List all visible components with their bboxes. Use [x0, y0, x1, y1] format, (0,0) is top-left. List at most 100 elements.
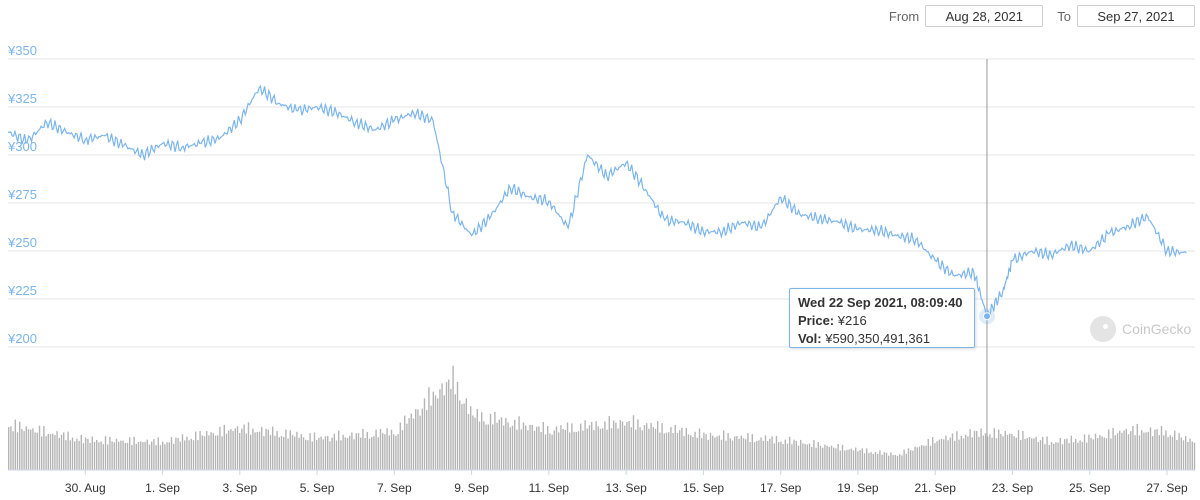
- volume-bar: [542, 421, 544, 470]
- volume-bar: [120, 440, 122, 470]
- volume-bar: [725, 440, 727, 470]
- volume-bar: [1075, 438, 1077, 470]
- volume-bar: [1149, 427, 1152, 470]
- volume-bar: [967, 436, 969, 470]
- volume-bar: [929, 445, 932, 470]
- volume-bar: [789, 436, 791, 470]
- to-date-input[interactable]: [1077, 5, 1195, 27]
- volume-bar: [522, 422, 525, 470]
- volume-bar: [89, 442, 91, 470]
- volume-bar: [857, 451, 859, 470]
- volume-bar: [1037, 441, 1039, 470]
- volume-bar: [439, 389, 441, 470]
- volume-bar: [131, 445, 133, 470]
- volume-bar: [745, 439, 747, 470]
- volume-bar: [637, 419, 639, 470]
- volume-bar: [727, 433, 729, 470]
- volume-bar: [767, 441, 769, 470]
- volume-bar: [1035, 436, 1037, 470]
- volume-bar: [861, 448, 863, 470]
- volume-bar: [905, 453, 907, 470]
- volume-bar: [591, 422, 593, 470]
- volume-bar: [60, 434, 63, 470]
- volume-bar: [274, 435, 276, 470]
- volume-bar: [885, 452, 888, 470]
- volume-bar: [723, 430, 725, 470]
- volume-bar: [1180, 437, 1182, 470]
- x-tick-label: 3. Sep: [222, 481, 257, 495]
- volume-bar: [991, 437, 993, 470]
- x-tick-label: 11. Sep: [529, 481, 570, 495]
- volume-bar: [87, 438, 89, 470]
- volume-bar: [1026, 438, 1028, 470]
- volume-bar: [1127, 434, 1130, 470]
- volume-bar: [307, 440, 309, 470]
- volume-bar: [773, 443, 775, 470]
- volume-bar: [241, 428, 243, 470]
- volume-bar: [331, 437, 333, 470]
- volume-bar: [907, 448, 910, 470]
- volume-bar: [571, 423, 573, 470]
- volume-bar: [683, 436, 685, 470]
- volume-bar: [1158, 435, 1160, 470]
- volume-bar: [404, 415, 406, 470]
- volume-bar: [558, 432, 560, 470]
- volume-bar: [261, 426, 263, 470]
- volume-bar: [386, 428, 388, 470]
- volume-bar: [377, 437, 379, 470]
- volume-bar: [738, 438, 740, 470]
- volume-bar: [76, 438, 78, 470]
- volume-bar: [476, 409, 478, 470]
- volume-bar: [111, 441, 113, 470]
- volume-bar: [329, 441, 331, 470]
- volume-bar: [104, 436, 107, 470]
- volume-bar: [551, 434, 553, 470]
- volume-bar: [49, 434, 52, 470]
- volume-bar: [973, 430, 976, 470]
- volume-bar: [322, 439, 324, 470]
- volume-bar: [1112, 427, 1114, 470]
- volume-bar: [1015, 437, 1017, 470]
- volume-bar: [353, 439, 355, 470]
- volume-bar: [903, 449, 905, 470]
- tooltip-vol-value: ¥590,350,491,361: [825, 331, 931, 346]
- volume-bar: [863, 453, 866, 470]
- volume-bar: [184, 440, 186, 470]
- volume-bar: [113, 442, 115, 470]
- volume-bar: [1020, 440, 1022, 470]
- volume-bar: [47, 434, 49, 470]
- x-tick-label: 27. Sep: [1146, 481, 1188, 495]
- volume-bar: [239, 432, 241, 470]
- volume-bar: [624, 425, 626, 470]
- price-series: [7, 84, 1187, 318]
- volume-bar: [254, 432, 256, 470]
- y-tick-label: ¥275: [7, 187, 37, 202]
- volume-bar: [186, 436, 188, 470]
- volume-bar: [192, 440, 195, 470]
- volume-bar: [696, 437, 698, 470]
- volume-bar: [1000, 434, 1002, 470]
- volume-bar: [201, 435, 203, 470]
- volume-bar: [243, 424, 245, 470]
- volume-bar: [166, 442, 168, 470]
- volume-bar: [630, 427, 632, 470]
- volume-bar: [652, 427, 654, 470]
- volume-bar: [245, 433, 247, 470]
- volume-bar: [771, 436, 773, 470]
- volume-bar: [604, 421, 606, 470]
- volume-bar: [945, 435, 947, 470]
- volume-bar: [58, 438, 60, 470]
- x-tick-label: 7. Sep: [377, 481, 412, 495]
- volume-bar: [923, 445, 925, 470]
- volume-bar: [65, 440, 67, 470]
- volume-bar: [549, 433, 551, 470]
- volume-bar: [296, 431, 298, 470]
- volume-bar: [500, 417, 503, 470]
- volume-bar: [1132, 426, 1134, 470]
- volume-bar: [423, 398, 426, 470]
- volume-bar: [16, 432, 19, 470]
- volume-bar: [85, 437, 87, 470]
- from-date-input[interactable]: [925, 5, 1044, 27]
- volume-bar: [137, 442, 140, 470]
